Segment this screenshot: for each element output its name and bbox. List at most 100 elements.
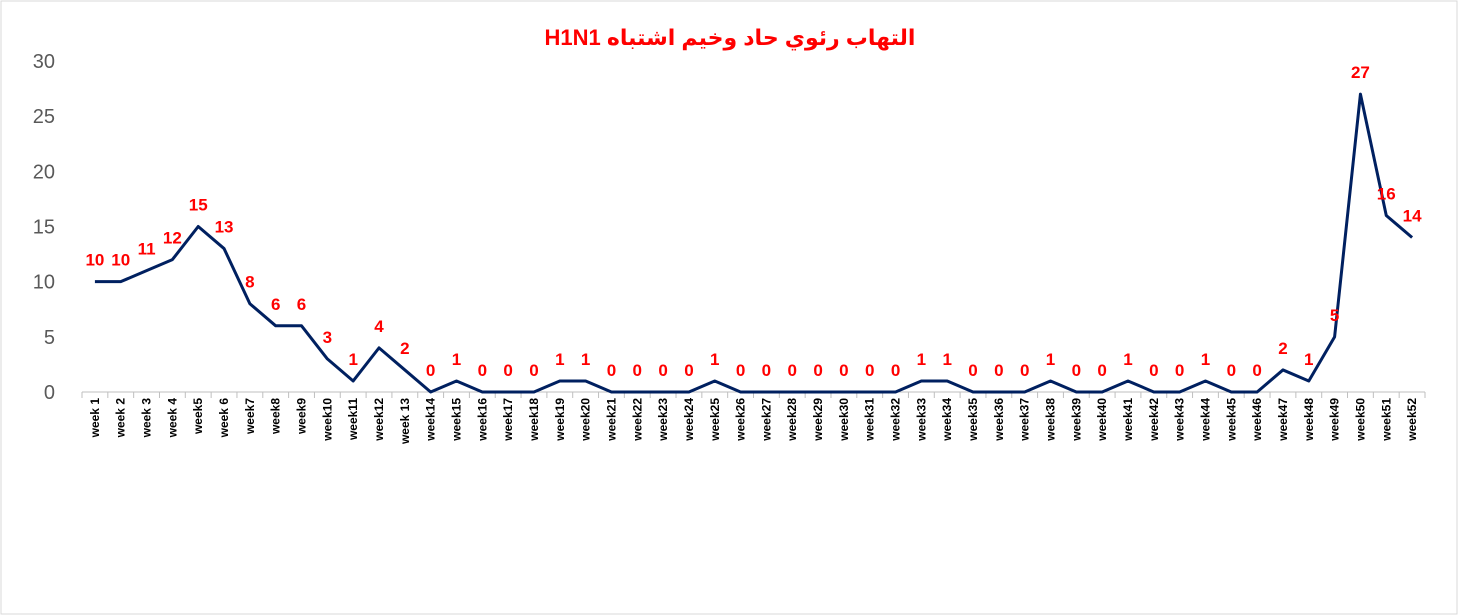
x-tick-label: week 1 [88, 398, 102, 439]
data-label: 0 [529, 361, 538, 380]
y-tick-label: 10 [33, 272, 55, 294]
data-label: 1 [942, 350, 951, 369]
x-tick-label: week30 [837, 398, 851, 442]
y-tick-label: 15 [33, 217, 55, 239]
data-label: 0 [1020, 361, 1029, 380]
x-tick-label: week 13 [398, 398, 412, 445]
x-tick-label: week29 [811, 398, 825, 442]
data-label: 1 [917, 350, 926, 369]
x-tick-label: week 2 [114, 398, 128, 439]
y-tick-label: 20 [33, 161, 55, 183]
x-tick-label: week8 [269, 398, 283, 435]
x-tick-label: week11 [346, 398, 360, 441]
x-tick-label: week51 [1379, 398, 1393, 442]
data-label: 0 [891, 361, 900, 380]
data-label: 27 [1351, 63, 1370, 82]
x-tick-label: week26 [734, 398, 748, 442]
data-label: 10 [111, 251, 130, 270]
data-label: 1 [1201, 350, 1210, 369]
x-tick-label: week15 [449, 398, 463, 442]
data-label: 0 [968, 361, 977, 380]
x-tick-label: week52 [1405, 398, 1419, 442]
data-label: 1 [581, 350, 590, 369]
x-tick-label: week45 [1224, 398, 1238, 442]
data-label: 1 [452, 350, 461, 369]
data-label: 2 [1278, 339, 1287, 358]
data-label: 3 [323, 328, 332, 347]
data-label: 0 [633, 361, 642, 380]
x-tick-label: week18 [527, 398, 541, 442]
x-tick-label: week 3 [140, 398, 154, 439]
x-tick-label: week31 [863, 398, 877, 442]
x-tick-label: week24 [682, 398, 696, 442]
data-label: 6 [271, 295, 280, 314]
x-tick-label: week 6 [217, 398, 231, 439]
data-label: 0 [478, 361, 487, 380]
x-tick-label: week43 [1173, 398, 1187, 442]
data-label: 6 [297, 295, 306, 314]
data-label: 15 [189, 196, 208, 215]
data-label: 1 [1123, 350, 1132, 369]
data-label: 0 [1149, 361, 1158, 380]
x-tick-label: week42 [1147, 398, 1161, 442]
x-tick-label: week14 [424, 398, 438, 442]
x-tick-label: week34 [940, 398, 954, 442]
x-tick-label: week9 [295, 398, 309, 435]
x-tick-label: week49 [1328, 398, 1342, 442]
x-tick-label: week 4 [165, 398, 179, 439]
data-label: 0 [762, 361, 771, 380]
data-label: 0 [994, 361, 1003, 380]
x-tick-label: week38 [1044, 398, 1058, 442]
data-label: 0 [503, 361, 512, 380]
data-label: 0 [736, 361, 745, 380]
x-tick-label: week47 [1276, 398, 1290, 442]
x-tick-label: week20 [579, 398, 593, 442]
data-label: 0 [813, 361, 822, 380]
data-label: 1 [1304, 350, 1313, 369]
data-label: 0 [426, 361, 435, 380]
x-tick-label: week10 [320, 398, 334, 442]
x-tick-label: week23 [656, 398, 670, 442]
y-tick-label: 25 [33, 106, 55, 128]
x-tick-label: week33 [914, 398, 928, 442]
data-label: 0 [1227, 361, 1236, 380]
data-label: 1 [1046, 350, 1055, 369]
data-label: 0 [839, 361, 848, 380]
x-tick-label: week16 [475, 398, 489, 442]
data-label: 0 [607, 361, 616, 380]
y-tick-label: 30 [33, 51, 55, 73]
data-label: 0 [684, 361, 693, 380]
data-label: 2 [400, 339, 409, 358]
x-tick-label: week7 [243, 398, 257, 435]
x-tick-label: week48 [1302, 398, 1316, 442]
data-label: 1 [710, 350, 719, 369]
x-tick-label: week36 [992, 398, 1006, 442]
x-tick-label: week46 [1250, 398, 1264, 442]
data-label: 0 [658, 361, 667, 380]
x-tick-label: week25 [708, 398, 722, 442]
data-label: 0 [788, 361, 797, 380]
x-tick-label: week32 [889, 398, 903, 442]
x-tick-label: week12 [372, 398, 386, 442]
data-label: 0 [1252, 361, 1261, 380]
x-tick-label: week44 [1198, 398, 1212, 442]
x-tick-label: week17 [501, 398, 515, 442]
x-tick-label: week35 [966, 398, 980, 442]
x-tick-label: week39 [1069, 398, 1083, 442]
data-label: 0 [1097, 361, 1106, 380]
chart-title: التهاب رئوي حاد وخيم اشتباه H1N1 [545, 25, 916, 51]
x-tick-label: week19 [553, 398, 567, 442]
data-label: 8 [245, 273, 254, 292]
y-tick-label: 5 [44, 327, 55, 349]
data-label: 11 [138, 240, 156, 259]
x-tick-label: week50 [1353, 398, 1367, 442]
x-tick-label: week41 [1121, 398, 1135, 442]
data-label: 0 [865, 361, 874, 380]
data-label: 14 [1403, 207, 1422, 226]
x-tick-label: week28 [785, 398, 799, 442]
x-tick-label: week21 [604, 398, 618, 442]
data-label: 4 [374, 317, 384, 336]
data-label: 16 [1377, 184, 1396, 203]
